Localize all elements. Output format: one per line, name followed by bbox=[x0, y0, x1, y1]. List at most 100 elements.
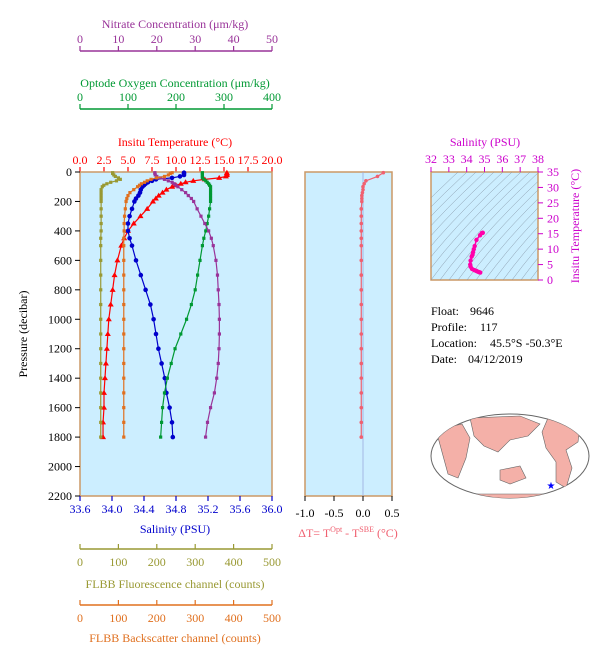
fluorescence-point bbox=[100, 185, 104, 189]
temperature-tick-label: 15.0 bbox=[214, 153, 235, 167]
fluorescence-point bbox=[99, 420, 103, 424]
oxygen-point bbox=[196, 273, 200, 277]
delta-t-point bbox=[359, 229, 364, 233]
temperature-point bbox=[152, 195, 159, 201]
backscatter-point bbox=[132, 188, 136, 192]
nitrate-point bbox=[211, 244, 215, 248]
delta-t-point bbox=[359, 236, 364, 241]
backscatter-point bbox=[136, 185, 140, 189]
delta-t-label-sup1: Opt bbox=[330, 525, 343, 534]
fluorescence-point bbox=[105, 182, 109, 186]
salinity-point bbox=[129, 243, 135, 248]
salinity-ticks: 33.6 34.0 34.4 34.8 35.2 35.6 36.0 bbox=[70, 496, 283, 516]
backscatter-point bbox=[122, 273, 126, 277]
pressure-tick-label: 1400 bbox=[48, 371, 72, 385]
temperature-tick-label: 10.0 bbox=[166, 153, 187, 167]
delta-t-tick-label: 0.5 bbox=[385, 506, 400, 520]
delta-t-point bbox=[359, 361, 364, 366]
delta-t-point bbox=[359, 214, 364, 218]
backscatter-point bbox=[122, 332, 126, 336]
backscatter-point bbox=[122, 244, 126, 248]
location-value: 45.5°S -50.3°E bbox=[490, 336, 563, 350]
fluorescence-point bbox=[99, 435, 103, 439]
fluorescence-point bbox=[99, 406, 103, 410]
nitrate-ticks: 0 10 20 30 40 50 bbox=[77, 32, 278, 51]
nitrate-point bbox=[180, 188, 184, 192]
oxygen-point bbox=[205, 221, 209, 226]
delta-t-series bbox=[359, 170, 386, 439]
oxygen-point bbox=[204, 229, 208, 233]
backscatter-tick-label: 200 bbox=[148, 611, 166, 625]
backscatter-point bbox=[122, 236, 126, 240]
map-land-europe-africa bbox=[435, 423, 471, 479]
temperature-ticks: 0.0 2.5 5.0 7.5 10.0 12.5 15.0 17.5 20.0 bbox=[73, 153, 283, 172]
backscatter-point bbox=[128, 191, 132, 195]
salinity-point bbox=[127, 235, 132, 241]
nitrate-point bbox=[184, 191, 188, 195]
backscatter-point bbox=[122, 420, 126, 424]
density-contour-line bbox=[431, 172, 495, 237]
nitrate-point bbox=[217, 347, 221, 351]
salinity-point bbox=[167, 405, 172, 410]
density-contour-line bbox=[484, 216, 538, 280]
delta-t-point bbox=[359, 420, 364, 425]
nitrate-point bbox=[217, 332, 221, 336]
backscatter-point bbox=[122, 258, 126, 262]
nitrate-point bbox=[174, 183, 178, 187]
nitrate-point bbox=[195, 207, 199, 211]
temperature-point bbox=[169, 183, 176, 189]
salinity-point bbox=[125, 228, 131, 234]
temperature-point bbox=[103, 345, 110, 351]
density-contour-line bbox=[448, 181, 538, 280]
fluorescence-tick-label: 500 bbox=[263, 555, 281, 569]
backscatter-point bbox=[124, 199, 128, 204]
backscatter-tick-label: 500 bbox=[263, 611, 281, 625]
delta-t-point bbox=[359, 273, 364, 277]
fluorescence-point bbox=[99, 288, 103, 292]
profile-series bbox=[99, 169, 230, 440]
fluorescence-point bbox=[109, 180, 113, 184]
ts-point bbox=[478, 270, 483, 275]
map-land-antarctica bbox=[439, 493, 581, 498]
temperature-point bbox=[149, 198, 156, 204]
salinity-point bbox=[125, 221, 131, 226]
fluorescence-point bbox=[113, 174, 117, 179]
backscatter-point bbox=[155, 176, 159, 180]
oxygen-tick-label: 200 bbox=[167, 90, 185, 104]
backscatter-tick-label: 0 bbox=[77, 611, 83, 625]
ts-x-tick-label: 33 bbox=[443, 152, 455, 166]
fluorescence-point bbox=[99, 273, 103, 277]
nitrate-axis-label: Nitrate Concentration (μm/kg) bbox=[102, 17, 248, 31]
salinity-point bbox=[156, 346, 161, 352]
fluorescence-point bbox=[99, 347, 103, 351]
delta-t-point bbox=[375, 174, 380, 179]
pressure-tick-label: 600 bbox=[54, 253, 72, 267]
density-contour-line bbox=[475, 207, 538, 280]
nitrate-point bbox=[203, 221, 207, 226]
fluorescence-point bbox=[99, 332, 103, 336]
fluorescence-point bbox=[99, 376, 103, 380]
backscatter-tick-label: 400 bbox=[225, 611, 243, 625]
pressure-tick-label: 0 bbox=[66, 165, 72, 179]
oxygen-point bbox=[160, 406, 165, 410]
oxygen-axis: Optode Oxygen Concentration (μm/kg) 0 100… bbox=[77, 76, 281, 110]
delta-t-point bbox=[381, 170, 386, 175]
delta-t-point bbox=[362, 181, 366, 186]
float-info: Float: 9646 Profile: 117 Location: 45.5°… bbox=[431, 304, 563, 366]
ts-y-tick-label: 15 bbox=[547, 227, 559, 241]
temperature-point bbox=[107, 301, 114, 307]
oxygen-point bbox=[184, 317, 189, 321]
backscatter-axis-label: FLBB Backscatter channel (counts) bbox=[89, 631, 261, 645]
backscatter-point bbox=[139, 182, 144, 186]
temperature-tick-label: 5.0 bbox=[121, 153, 136, 167]
salinity-tick-label: 33.6 bbox=[70, 502, 91, 516]
density-contour-line bbox=[502, 236, 538, 280]
nitrate-tick-label: 10 bbox=[112, 32, 124, 46]
salinity-point bbox=[177, 174, 183, 179]
backscatter-tick-label: 300 bbox=[186, 611, 204, 625]
backscatter-point bbox=[122, 317, 126, 321]
salinity-point bbox=[132, 199, 137, 204]
nitrate-point bbox=[170, 180, 174, 184]
fluorescence-point bbox=[99, 188, 103, 192]
